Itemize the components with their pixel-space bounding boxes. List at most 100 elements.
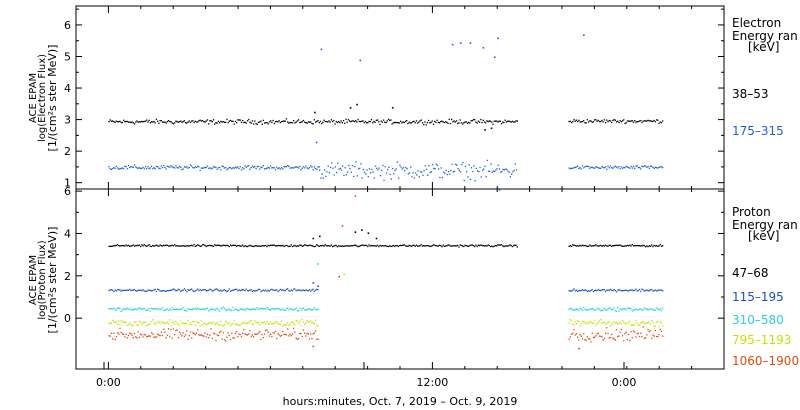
proton-series-0-point <box>580 245 582 247</box>
electron-series-0-point <box>396 122 398 124</box>
proton-series-4-point <box>148 335 150 337</box>
proton-series-3-point <box>138 320 141 323</box>
proton-series-4-point <box>203 335 205 337</box>
proton-series-2-point <box>295 307 297 309</box>
proton-series-3-point <box>597 321 599 323</box>
electron-series-1-point <box>604 166 607 168</box>
proton-series-4-point <box>227 332 229 334</box>
electron-series-1-point <box>632 165 635 168</box>
proton-series-2-point <box>638 308 641 310</box>
proton-series-2-point <box>259 308 261 310</box>
proton-series-1-point <box>596 289 598 292</box>
electron-series-1-point <box>141 167 143 170</box>
electron-series-0-point <box>220 120 222 123</box>
proton-series-0-point <box>470 244 472 246</box>
proton-series-4-point <box>642 326 644 328</box>
proton-series-1-point <box>296 289 299 291</box>
proton-series-1-point <box>312 288 314 290</box>
proton-series-0-point <box>419 245 421 247</box>
proton-series-4-point <box>188 335 190 337</box>
proton-series-0-point <box>367 245 369 248</box>
proton-series-0-point <box>237 244 239 247</box>
proton-series-4-point <box>159 334 161 337</box>
proton-series-4-point <box>222 332 224 334</box>
proton-series-1-point <box>114 289 116 291</box>
proton-series-2-point <box>301 308 303 310</box>
proton-series-0-point <box>197 244 199 246</box>
electron-series-1-point <box>166 165 169 167</box>
proton-series-4-point <box>169 335 171 338</box>
electron-series-1-point <box>430 171 433 173</box>
proton-series-1-point <box>125 289 127 292</box>
proton-series-2-point <box>578 309 580 312</box>
proton-series-3-point <box>587 322 590 325</box>
proton-series-2-point <box>215 308 217 310</box>
proton-series-2-point <box>243 308 245 310</box>
proton-series-1-point <box>595 289 597 292</box>
electron-series-0-point <box>174 122 176 124</box>
proton-series-0-point <box>596 245 598 247</box>
electron-series-1-point <box>118 168 120 170</box>
electron-series-1-point <box>189 164 192 166</box>
electron-series-1-point <box>222 165 224 168</box>
proton-series-0-point <box>359 244 362 247</box>
electron-series-1-point <box>282 168 284 170</box>
proton-series-3-point <box>165 322 167 324</box>
proton-series-1-point <box>232 289 234 291</box>
proton-series-2-point <box>260 307 262 309</box>
proton-series-4-point <box>638 335 641 338</box>
electron-series-1-point <box>348 164 350 167</box>
proton-series-1-point <box>645 289 647 292</box>
electron-series-1-point <box>481 169 484 172</box>
proton-series-0-point <box>586 245 589 248</box>
electron-series-1-point <box>467 176 469 178</box>
proton-series-4-point <box>212 332 215 334</box>
proton-series-1-point <box>621 290 624 292</box>
proton-series-1-point <box>570 290 573 292</box>
electron-series-1-point <box>138 167 141 169</box>
electron-series-1-point <box>653 167 655 170</box>
proton-series-3-point <box>579 325 581 327</box>
electron-series-0-point <box>379 123 381 126</box>
proton-series-3-point <box>164 323 166 325</box>
proton-series-1-point <box>240 289 243 291</box>
proton-series-3-point <box>172 321 175 323</box>
proton-series-4-point <box>262 336 265 339</box>
electron-series-1-point <box>393 173 395 175</box>
proton-series-2-point <box>153 308 155 310</box>
electron-series-1-point <box>332 167 334 169</box>
electron-series-0-point <box>387 118 390 121</box>
electron-series-1-point <box>310 165 312 167</box>
electron-series-0-point <box>175 120 177 122</box>
proton-series-4-point <box>149 335 152 337</box>
electron-series-1-point <box>574 166 576 169</box>
proton-series-1-point <box>187 289 189 291</box>
proton-series-0-point <box>178 245 181 247</box>
proton-series-0-point <box>338 245 340 247</box>
proton-series-0-point <box>486 245 488 247</box>
electron-series-1-point <box>655 167 658 169</box>
proton-series-0-point <box>384 245 386 247</box>
electron-series-0-point <box>455 120 458 122</box>
proton-series-1-point <box>217 289 220 291</box>
proton-series-3-point <box>603 321 606 324</box>
electron-series-0-point <box>136 120 138 122</box>
proton-series-3-point <box>178 324 181 326</box>
proton-series-0-point <box>333 245 335 247</box>
electron-series-0-point <box>345 118 347 120</box>
electron-series-1-point <box>435 163 437 165</box>
x-tick-label: 12:00 <box>417 376 449 389</box>
proton-series-0-point <box>172 245 175 247</box>
electron-series-1-point <box>514 163 516 165</box>
proton-series-4-point <box>121 333 124 335</box>
proton-series-3-point <box>110 322 113 324</box>
electron-series-0-point <box>369 120 371 123</box>
electron-series-0-point <box>358 120 360 123</box>
proton-series-4-point <box>133 332 136 335</box>
proton-series-1-point <box>299 289 301 291</box>
electron-series-1-point <box>414 172 417 174</box>
electron-series-0-point <box>651 120 653 122</box>
proton-series-0-point <box>233 244 235 246</box>
proton-series-3-point <box>660 322 663 324</box>
electron-series-0-point <box>353 120 356 123</box>
